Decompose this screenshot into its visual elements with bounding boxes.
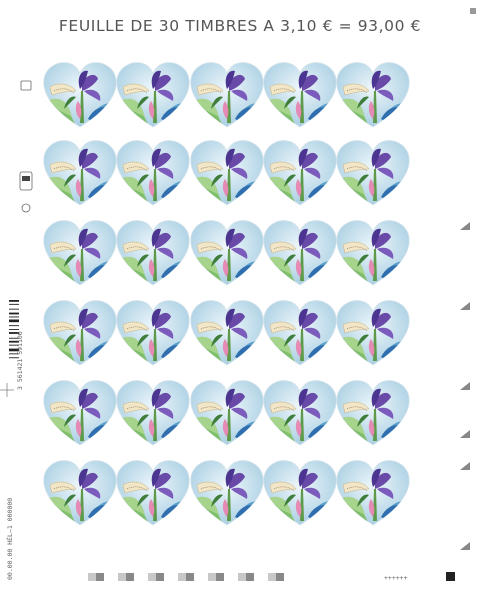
stamp <box>115 63 191 131</box>
stamp <box>115 221 191 289</box>
stamp <box>262 221 338 289</box>
stamp <box>335 63 411 131</box>
stamp <box>115 461 191 529</box>
stamp <box>42 141 118 209</box>
triangle-mark <box>460 430 470 438</box>
triangle-mark <box>460 302 470 310</box>
barcode-bar <box>9 329 19 330</box>
barcode-bar <box>9 319 19 323</box>
barcode-bar <box>9 344 19 346</box>
stamp <box>189 63 265 131</box>
stamp <box>189 301 265 369</box>
black-square <box>446 572 455 581</box>
barcode <box>9 300 19 359</box>
stamp <box>262 63 338 131</box>
color-bar <box>88 573 96 581</box>
print-code: 00.00.00 HÉL—1 000000 <box>5 498 14 580</box>
left-logos <box>19 80 33 213</box>
color-bar <box>246 573 254 581</box>
perforation-marks <box>460 222 470 550</box>
color-bar <box>216 573 224 581</box>
stamp <box>262 381 338 449</box>
barcode-bar <box>9 325 19 327</box>
triangle-mark <box>460 462 470 470</box>
barcode-bar <box>9 357 19 359</box>
crop-mark <box>0 383 14 397</box>
color-bar <box>268 573 276 581</box>
corner-mark <box>470 8 476 14</box>
stamp <box>189 221 265 289</box>
stamp <box>335 301 411 369</box>
stamp <box>335 141 411 209</box>
color-bar <box>96 573 104 581</box>
stamp <box>262 141 338 209</box>
stamp <box>42 301 118 369</box>
color-bar <box>118 573 126 581</box>
stamp <box>189 461 265 529</box>
barcode-bar <box>9 308 19 310</box>
stamp <box>262 301 338 369</box>
color-bar <box>208 573 216 581</box>
barcode-bar <box>9 300 19 302</box>
color-bar <box>238 573 246 581</box>
stamp <box>189 381 265 449</box>
stamp <box>42 381 118 449</box>
sheet-title: FEUILLE DE 30 TIMBRES A 3,10 € = 93,00 € <box>59 17 421 35</box>
stamp <box>189 141 265 209</box>
triangle-mark <box>460 222 470 230</box>
stamp <box>335 461 411 529</box>
color-bar <box>148 573 156 581</box>
stamp <box>42 221 118 289</box>
stamp <box>42 63 118 131</box>
stamp <box>335 221 411 289</box>
stamp <box>262 461 338 529</box>
color-bars <box>88 573 284 581</box>
barcode-bar <box>9 353 19 355</box>
stamp <box>42 461 118 529</box>
stamp <box>335 381 411 449</box>
stamp-grid <box>42 63 411 529</box>
barcode-bar <box>9 337 19 339</box>
color-bar <box>178 573 186 581</box>
barcode-number: 3 561421 591100 <box>16 331 24 390</box>
stamp <box>115 381 191 449</box>
barcode-bar <box>9 303 19 305</box>
color-bar <box>156 573 164 581</box>
color-bar <box>276 573 284 581</box>
stamp <box>115 141 191 209</box>
barcode-bar <box>9 332 19 334</box>
barcode-bar <box>9 340 19 343</box>
triangle-mark <box>460 542 470 550</box>
color-bar <box>126 573 134 581</box>
triangle-mark <box>460 382 470 390</box>
stamp <box>115 301 191 369</box>
color-bar <box>186 573 194 581</box>
barcode-bar <box>9 316 19 318</box>
barcode-bar <box>9 348 19 352</box>
barcode-bar <box>9 312 19 315</box>
register-marks: ++++++ <box>384 574 408 582</box>
